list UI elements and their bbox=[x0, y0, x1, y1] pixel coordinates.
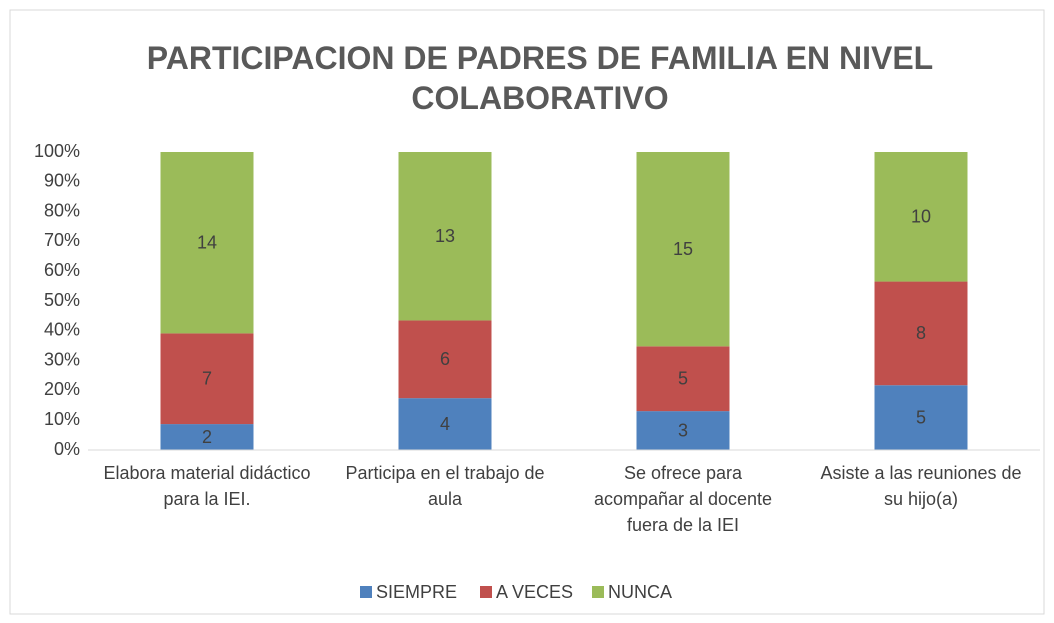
y-tick-label: 0% bbox=[54, 439, 80, 459]
y-tick-label: 50% bbox=[44, 290, 80, 310]
data-label: 5 bbox=[678, 368, 688, 388]
bar-segment bbox=[398, 320, 492, 399]
y-tick-label: 100% bbox=[34, 141, 80, 161]
y-tick-label: 90% bbox=[44, 171, 80, 191]
data-label: 2 bbox=[202, 427, 212, 447]
y-tick-label: 10% bbox=[44, 409, 80, 429]
data-label: 14 bbox=[197, 232, 217, 252]
bar-segment bbox=[636, 346, 730, 412]
legend-swatch bbox=[480, 586, 492, 598]
legend-swatch bbox=[592, 586, 604, 598]
y-tick-label: 80% bbox=[44, 200, 80, 220]
legend-label: SIEMPRE bbox=[376, 582, 457, 602]
y-tick-label: 60% bbox=[44, 260, 80, 280]
x-tick-label: Se ofrece para acompañar al docente fuer… bbox=[593, 463, 773, 535]
data-label: 6 bbox=[440, 349, 450, 369]
y-tick-label: 30% bbox=[44, 349, 80, 369]
bar-segment bbox=[160, 152, 254, 334]
bar-segment bbox=[160, 424, 254, 450]
data-label: 7 bbox=[202, 368, 212, 388]
legend-swatch bbox=[360, 586, 372, 598]
data-label: 15 bbox=[673, 239, 693, 259]
data-label: 3 bbox=[678, 420, 688, 440]
bar-segment bbox=[636, 152, 730, 347]
bar-segment bbox=[398, 398, 492, 450]
x-tick-label: Asiste a las reuniones de su hijo(a) bbox=[820, 463, 1022, 509]
data-label: 5 bbox=[916, 407, 926, 427]
y-tick-label: 20% bbox=[44, 379, 80, 399]
legend-label: A VECES bbox=[496, 582, 573, 602]
data-label: 4 bbox=[440, 414, 450, 434]
bar-segment bbox=[874, 385, 968, 450]
bar-segment bbox=[398, 152, 492, 321]
bar-segment bbox=[160, 333, 254, 425]
data-label: 10 bbox=[911, 207, 931, 227]
y-tick-label: 70% bbox=[44, 230, 80, 250]
chart-title: PARTICIPACION DE PADRES DE FAMILIA EN NI… bbox=[146, 40, 934, 116]
y-tick-label: 40% bbox=[44, 320, 80, 340]
legend-label: NUNCA bbox=[608, 582, 672, 602]
bar-segment bbox=[636, 411, 730, 450]
data-label: 8 bbox=[916, 323, 926, 343]
data-label: 13 bbox=[435, 226, 455, 246]
bar-segment bbox=[874, 281, 968, 386]
bar-segment bbox=[874, 152, 968, 282]
x-tick-label: Participa en el trabajo de aula bbox=[345, 463, 545, 509]
x-tick-label: Elabora material didáctico para la IEI. bbox=[103, 463, 311, 509]
